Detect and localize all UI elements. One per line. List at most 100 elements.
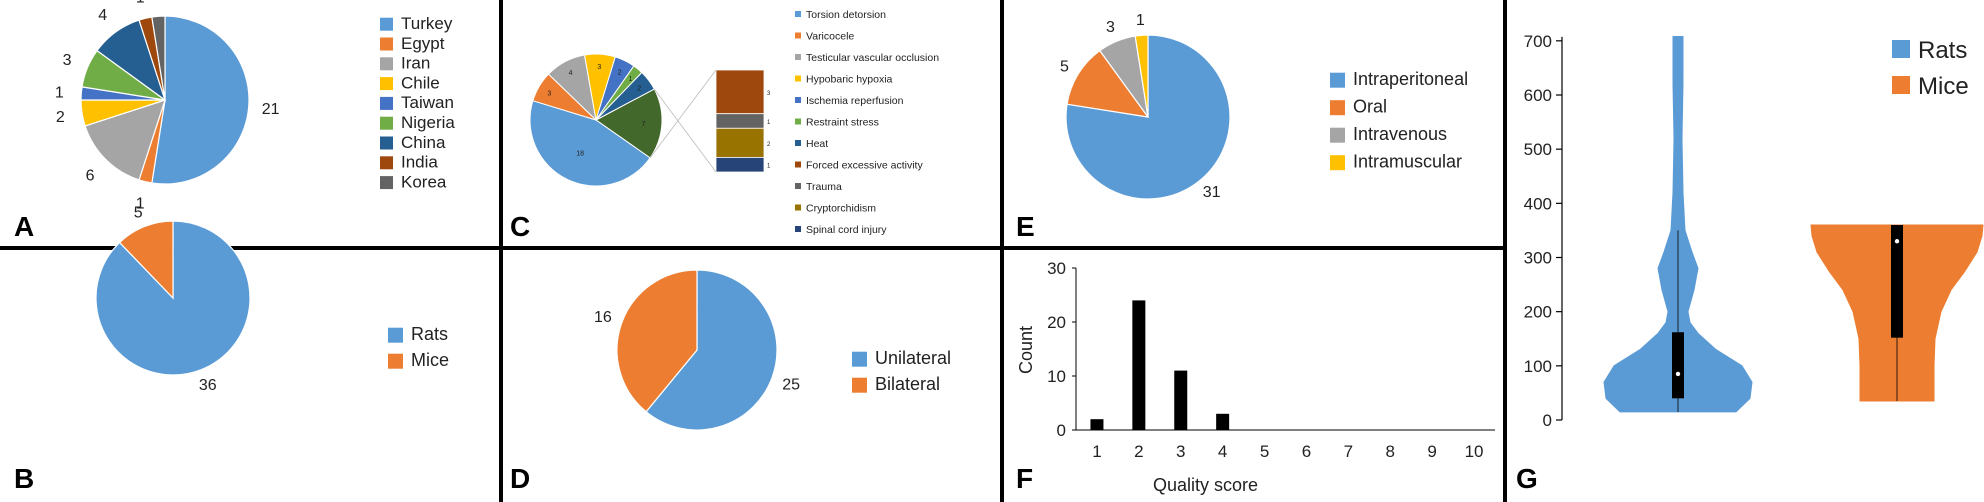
violin-median-rats	[1675, 371, 1681, 377]
data-label-testicular-vascular-occlusion: 4	[569, 70, 573, 77]
panel-b-pie-species: 36 5 Rats Mice	[95, 204, 449, 394]
data-label-egypt: 1	[136, 196, 145, 213]
data-label-chile: 2	[56, 109, 65, 126]
legend-label-oral: Oral	[1353, 97, 1387, 117]
bar-segment-forced-excessive-activity	[715, 69, 765, 115]
data-label-heat: 2	[637, 85, 641, 92]
legend-label-torsion-detorsion: Torsion detorsion	[806, 9, 886, 21]
y-axis-title: Count	[1016, 326, 1036, 374]
connector-line-bottom	[653, 88, 717, 173]
legend-swatch-chile	[380, 77, 393, 91]
data-label-ischemia-reperfusion: 2	[618, 69, 622, 76]
data-label-nigeria: 3	[63, 52, 72, 69]
legend-swatch-ischemia-reperfusion	[795, 97, 801, 103]
bar-label-cryptorchidism: 2	[767, 142, 771, 148]
pie-slice-torsion-detorsion	[529, 100, 651, 187]
legend-label-taiwan: Taiwan	[401, 93, 454, 112]
legend-swatch-spinal-cord-injury	[795, 226, 801, 232]
panel-letter-g: G	[1516, 463, 1538, 494]
legend-swatch-heat	[795, 140, 801, 146]
legend-label-trauma: Trauma	[806, 181, 842, 193]
y-tick-label: 500	[1524, 140, 1552, 159]
data-label-iran: 6	[86, 168, 95, 185]
legend-label-turkey: Turkey	[401, 14, 453, 33]
x-tick-label: 3	[1176, 442, 1185, 461]
legend-swatch-rats	[388, 327, 403, 343]
y-tick-label: 0	[1057, 421, 1066, 440]
legend-swatch-hypobaric-hypoxia	[795, 75, 801, 82]
legend-swatch-india	[380, 156, 393, 170]
legend-swatch-iran	[380, 57, 393, 71]
y-tick-label: 400	[1524, 194, 1552, 213]
x-tick-label: 4	[1218, 442, 1227, 461]
legend-label-forced-excessive-activity: Forced excessive activity	[806, 160, 923, 172]
data-label-india: 1	[136, 0, 145, 7]
panel-a-pie-country: 2116213411TurkeyEgyptIranChileTaiwanNige…	[55, 0, 456, 213]
violin-body-rats	[1603, 36, 1753, 413]
legend-label-iran: Iran	[401, 54, 430, 73]
data-label-bilateral: 16	[594, 309, 612, 326]
violin-iqr-box-mice	[1891, 225, 1903, 338]
data-label-china: 4	[98, 7, 107, 24]
x-tick-label: 5	[1260, 442, 1269, 461]
violin-iqr-box-rats	[1672, 332, 1684, 399]
legend-swatch-korea	[380, 176, 393, 190]
data-label-intravenous: 3	[1106, 19, 1115, 36]
legend-label-intraperitoneal: Intraperitoneal	[1353, 69, 1468, 89]
pie-slice-bilateral	[616, 269, 698, 413]
data-label-intraperitoneal: 31	[1203, 184, 1221, 201]
bar-segment-trauma	[715, 113, 765, 129]
y-tick-label: 100	[1524, 357, 1552, 376]
bar-score-3	[1174, 370, 1188, 430]
panel-letter-d: D	[510, 463, 530, 494]
legend-swatch-cryptorchidism	[795, 204, 801, 211]
legend-label-mice: Mice	[411, 350, 449, 370]
panel-letter-e: E	[1016, 211, 1035, 242]
legend-swatch-varicocele	[795, 32, 801, 39]
bar-score-2	[1132, 300, 1146, 430]
x-tick-label: 6	[1302, 442, 1311, 461]
y-tick-label: 300	[1524, 249, 1552, 268]
bar-score-4	[1216, 413, 1230, 430]
legend-label-intravenous: Intravenous	[1353, 124, 1447, 144]
pie-slice-mice	[118, 220, 174, 300]
violin-median-mice	[1894, 239, 1900, 244]
legend-label-varicocele: Varicocele	[806, 31, 854, 43]
data-label-restraint-stress: 1	[628, 76, 632, 83]
x-tick-label: 7	[1344, 442, 1353, 461]
legend-label-nigeria: Nigeria	[401, 113, 455, 132]
data-label-hypobaric-hypoxia: 3	[597, 64, 601, 71]
panel-letter-f: F	[1016, 463, 1033, 494]
legend-label-intramuscular: Intramuscular	[1353, 152, 1462, 172]
legend-swatch-taiwan	[380, 96, 393, 110]
y-tick-label: 10	[1047, 367, 1066, 386]
legend-label-chile: Chile	[401, 73, 440, 92]
legend-label-unilateral: Unilateral	[875, 348, 951, 368]
bar-segment-spinal-cord-injury	[715, 157, 765, 173]
pie-slice-intramuscular	[1134, 34, 1149, 118]
legend-label-rats: Rats	[1918, 37, 1967, 64]
y-tick-label: 200	[1524, 303, 1552, 322]
legend-swatch-bilateral	[852, 377, 867, 393]
legend-label-hypobaric-hypoxia: Hypobaric hypoxia	[806, 74, 893, 86]
panel-letter-a: A	[14, 211, 34, 242]
y-tick-label: 20	[1047, 313, 1066, 332]
legend-swatch-mice	[388, 353, 403, 369]
y-tick-label: 0	[1543, 411, 1552, 430]
y-tick-label: 30	[1047, 259, 1066, 278]
legend-swatch-testicular-vascular-occlusion	[795, 54, 801, 60]
pie-slice-heat	[595, 71, 655, 121]
data-label-mice: 5	[134, 204, 143, 221]
legend-label-heat: Heat	[806, 138, 828, 150]
pie-slice-turkey	[151, 15, 250, 185]
panel-f-bar-quality: 0 10 20 30 1 2 3 4 5 6 7 8 9 10 Quality score Count	[1016, 259, 1495, 495]
bar-label-forced-excessive-activity: 3	[767, 91, 771, 97]
data-label-rats: 36	[199, 377, 217, 394]
legend-swatch-china	[380, 136, 393, 150]
data-label-korea: 1	[152, 0, 161, 4]
legend-label-restraint-stress: Restraint stress	[806, 117, 879, 129]
legend-swatch-oral	[1330, 100, 1345, 116]
bar-label-trauma: 1	[767, 120, 771, 126]
